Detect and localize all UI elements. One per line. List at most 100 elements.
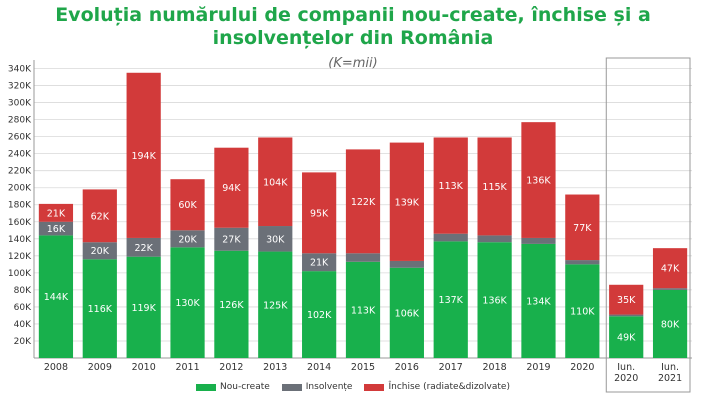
bar-inchise bbox=[521, 122, 556, 238]
y-tick-label: 80K bbox=[14, 286, 32, 296]
data-label-inchise: 21K bbox=[47, 208, 66, 219]
data-label-nou-create: 102K bbox=[307, 310, 332, 321]
x-tick-label: 2013 bbox=[263, 362, 287, 373]
bar-inchise bbox=[565, 194, 600, 261]
bar-insolvente bbox=[477, 235, 512, 243]
bar-insolvente bbox=[565, 260, 600, 265]
bar-nou-create bbox=[389, 267, 424, 358]
bar-nou-create bbox=[82, 259, 117, 358]
data-label-inchise: 47K bbox=[661, 264, 680, 275]
legend-swatch-inchise bbox=[364, 383, 385, 391]
bar-inchise bbox=[214, 147, 249, 228]
data-label-nou-create: 125K bbox=[263, 300, 288, 311]
bar-nou-create bbox=[170, 247, 205, 358]
bar-insolvente bbox=[345, 253, 381, 262]
y-tick-label: 160K bbox=[8, 218, 32, 228]
data-label-insolvente: 21K bbox=[310, 258, 329, 269]
y-tick-label: 220K bbox=[8, 167, 32, 177]
data-label-inchise: 113K bbox=[439, 181, 464, 192]
x-tick-label: 2021 bbox=[658, 373, 682, 384]
bar-insolvente bbox=[433, 233, 468, 242]
x-tick-label: 2018 bbox=[483, 362, 507, 373]
bar-inchise bbox=[609, 284, 644, 315]
y-tick-label: 300K bbox=[8, 99, 32, 109]
data-label-inchise: 60K bbox=[178, 200, 197, 211]
y-tick-label: 320K bbox=[8, 82, 32, 92]
data-label-inchise: 122K bbox=[351, 197, 376, 208]
bar-inchise bbox=[82, 189, 117, 243]
bar-insolvente bbox=[652, 288, 688, 290]
y-tick-label: 60K bbox=[14, 303, 32, 313]
data-label-insolvente: 20K bbox=[178, 234, 197, 245]
bar-inchise bbox=[258, 137, 293, 227]
data-label-nou-create: 144K bbox=[44, 292, 69, 303]
legend-item-insolvente: Insolvențe bbox=[281, 382, 353, 392]
legend-swatch-insolvente bbox=[281, 383, 302, 391]
data-label-inchise: 104K bbox=[263, 177, 288, 188]
x-tick-label: 2012 bbox=[219, 362, 243, 373]
bar-inchise bbox=[652, 248, 688, 289]
bar-insolvente bbox=[170, 230, 205, 248]
bar-insolvente bbox=[38, 221, 74, 236]
legend-item-nou-create: Nou-create bbox=[196, 382, 270, 392]
chart-subtitle: (K=mii) bbox=[328, 56, 378, 71]
bar-inchise bbox=[345, 149, 381, 254]
y-tick-label: 120K bbox=[8, 252, 32, 262]
data-label-nou-create: 80K bbox=[661, 319, 680, 330]
bars: 144K 16K 21K 116K 20K 62K 119K 22K 194K 130K 20K 60… bbox=[38, 72, 688, 358]
bar-insolvente bbox=[389, 260, 424, 268]
bar-inchise bbox=[433, 137, 468, 234]
y-tick-label: 240K bbox=[8, 150, 32, 160]
bar-inchise bbox=[389, 142, 424, 261]
x-tick-label: 2016 bbox=[395, 362, 419, 373]
y-tick-label: 20K bbox=[14, 337, 32, 347]
y-tick-label: 40K bbox=[14, 320, 32, 330]
x-tick-label: 2020 bbox=[614, 373, 638, 384]
bar-nou-create bbox=[214, 250, 249, 358]
bar-insolvente bbox=[126, 237, 161, 257]
x-tick-label: Iun. bbox=[661, 362, 679, 373]
bar-inchise bbox=[126, 72, 161, 238]
bar-nou-create bbox=[126, 256, 161, 358]
data-label-nou-create: 136K bbox=[482, 296, 507, 307]
data-label-nou-create: 126K bbox=[219, 300, 244, 311]
y-tick-label: 200K bbox=[8, 184, 32, 194]
data-label-nou-create: 116K bbox=[88, 304, 113, 315]
data-label-inchise: 94K bbox=[222, 183, 241, 194]
highlight-box bbox=[605, 57, 691, 393]
bar-insolvente bbox=[521, 237, 556, 244]
chart-title: Evoluția numărului de companii nou-creat… bbox=[0, 4, 706, 50]
x-tick-label: 2015 bbox=[351, 362, 375, 373]
data-label-inchise: 194K bbox=[131, 151, 156, 162]
y-tick-label: 100K bbox=[8, 269, 32, 279]
data-label-insolvente: 27K bbox=[222, 235, 241, 246]
data-label-inchise: 139K bbox=[395, 197, 420, 208]
data-label-inchise: 62K bbox=[91, 211, 110, 222]
data-label-inchise: 95K bbox=[310, 208, 329, 219]
bar-insolvente bbox=[302, 253, 337, 272]
chart-title-line-2: insolvențelor din România bbox=[212, 27, 494, 49]
bar-nou-create bbox=[38, 235, 74, 358]
data-label-nou-create: 49K bbox=[617, 333, 636, 344]
bar-insolvente bbox=[82, 242, 117, 260]
y-tick-label: 180K bbox=[8, 201, 32, 211]
x-tick-label: 2020 bbox=[570, 362, 594, 373]
chart-legend: Nou-create Insolvențe Închise (radiate&d… bbox=[0, 382, 706, 392]
data-label-inchise: 115K bbox=[482, 182, 507, 193]
data-label-nou-create: 119K bbox=[131, 303, 156, 314]
legend-label-nou-create: Nou-create bbox=[220, 382, 270, 392]
bar-nou-create bbox=[258, 251, 293, 358]
bar-inchise bbox=[477, 137, 512, 236]
y-tick-label: 340K bbox=[8, 65, 32, 75]
legend-swatch-nou-create bbox=[196, 383, 217, 391]
bar-insolvente bbox=[609, 314, 644, 317]
legend-label-inchise: Închise (radiate&dizolvate) bbox=[388, 382, 510, 392]
bar-inchise bbox=[38, 203, 74, 222]
legend-label-insolvente: Insolvențe bbox=[305, 382, 353, 392]
bar-nou-create bbox=[302, 271, 337, 358]
bar-inchise bbox=[302, 172, 337, 254]
data-label-nou-create: 110K bbox=[570, 307, 595, 318]
bar-insolvente bbox=[214, 227, 249, 251]
bar-nou-create bbox=[565, 264, 600, 358]
